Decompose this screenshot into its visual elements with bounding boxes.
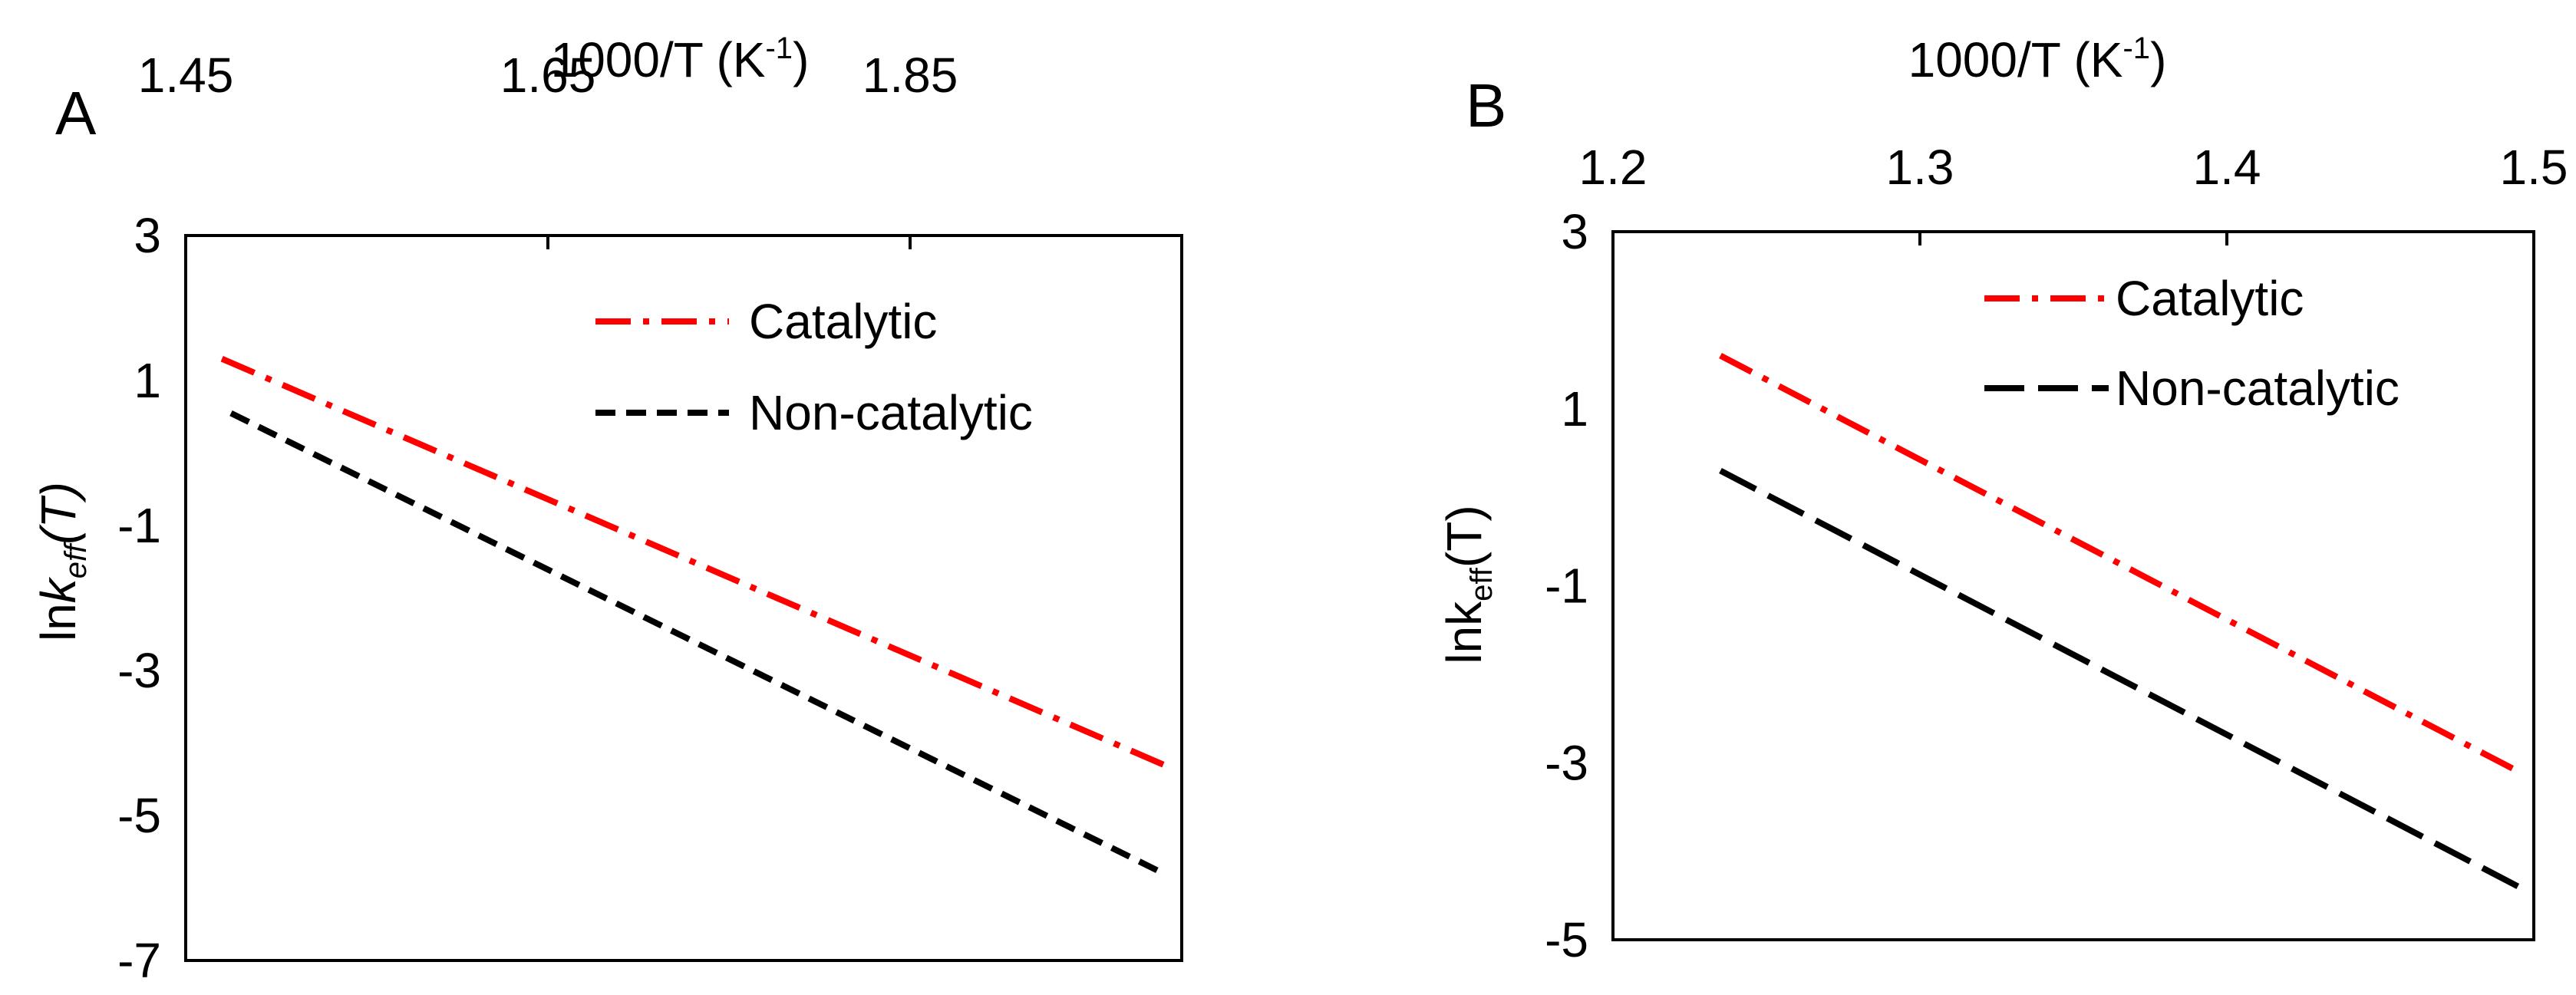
panel-b-y-tick-label: -3 <box>1545 735 1588 790</box>
panel-a-y-tick-label: -5 <box>117 788 161 843</box>
panel-a-x-tick-label: 1.85 <box>863 48 958 103</box>
panel-b-x-tick-label: 1.5 <box>2500 140 2568 195</box>
panel-b-x-axis-title: 1000/T (K-1) <box>1908 31 2167 87</box>
panel-b-y-tick-label: -5 <box>1545 912 1588 967</box>
panel-a-y-tick-label: 3 <box>134 208 161 263</box>
panel-a-x-ticks: 1.45 1.65 1.85 <box>138 48 958 249</box>
panel-a-series-catalytic <box>220 355 1165 768</box>
panel-a: A 1000/T (K-1) lnkeff(T) 1.45 1.65 1.85 31… <box>31 31 1183 988</box>
panel-a-y-tick-label: -3 <box>117 643 161 698</box>
panel-b-label: B <box>1466 71 1506 140</box>
panel-b-legend: Catalytic Non-catalytic <box>1984 271 2400 416</box>
panel-a-y-axis-title: lnkeff(T) <box>31 482 93 641</box>
panel-b-y-tick-label: 1 <box>1561 381 1588 437</box>
panel-b-x-tick-label: 1.3 <box>1886 140 1954 195</box>
panel-a-legend: Catalytic Non-catalytic <box>595 294 1033 440</box>
panel-a-y-tick-label: -7 <box>117 933 161 988</box>
panel-a-y-ticks: 3 1 -1 -3 -5 -7 <box>117 208 161 988</box>
panel-a-series-non-catalytic <box>229 410 1166 877</box>
panel-b-x-tick-label: 1.2 <box>1579 140 1648 195</box>
panel-a-x-tick-label: 1.45 <box>138 48 234 103</box>
panel-b-legend-non-catalytic-label: Non-catalytic <box>2116 361 2400 416</box>
panel-b-x-ticks: 1.2 1.3 1.4 1.5 <box>1579 140 2568 245</box>
panel-b-x-tick-label: 1.4 <box>2193 140 2261 195</box>
panel-b-y-axis-title: lnkeff(T) <box>1436 505 1499 664</box>
panel-a-y-tick-label: -1 <box>117 498 161 553</box>
panel-b-series-non-catalytic <box>1719 467 2520 890</box>
panel-b-plot-frame <box>1611 230 2535 941</box>
panel-b-y-tick-label: -1 <box>1545 558 1588 614</box>
panel-a-plot-frame <box>184 234 1183 962</box>
panel-a-y-tick-label: 1 <box>134 353 161 408</box>
panel-a-x-tick-label: 1.65 <box>500 48 596 103</box>
panel-a-legend-non-catalytic-label: Non-catalytic <box>749 385 1033 440</box>
panel-b-legend-catalytic-label: Catalytic <box>2116 271 2304 326</box>
panel-a-series <box>220 355 1166 877</box>
panel-a-x-axis-title: 1000/T (K-1) <box>551 31 810 87</box>
panel-b: B 1000/T (K-1) lnkeff(T) 1.2 1.3 1.4 1.5 31… <box>1436 31 2568 967</box>
panel-b-series-catalytic <box>1719 352 2520 775</box>
panel-b-y-tick-label: 3 <box>1561 204 1588 259</box>
panel-b-series <box>1719 352 2520 890</box>
panel-a-legend-catalytic-label: Catalytic <box>749 294 937 349</box>
panel-b-y-ticks: 3 1 -1 -3 -5 <box>1545 204 1588 967</box>
panel-a-label: A <box>55 79 97 147</box>
